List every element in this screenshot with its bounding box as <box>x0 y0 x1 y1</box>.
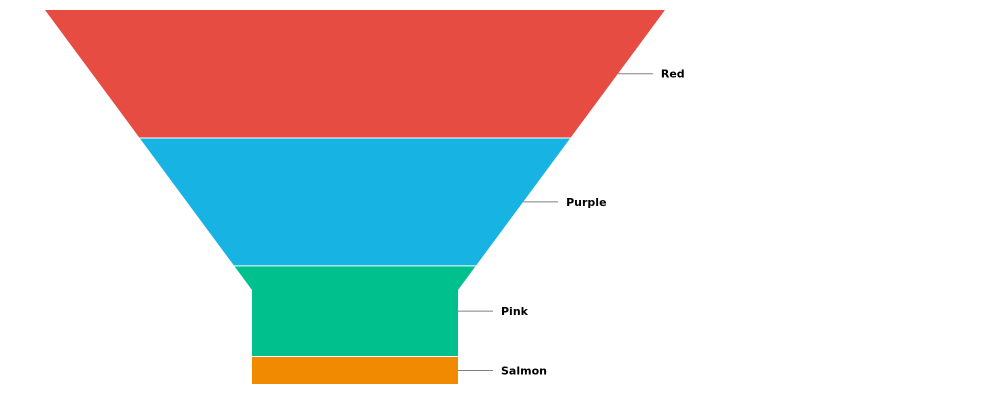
segment-label-salmon: Salmon <box>501 364 547 377</box>
label-leaders <box>458 73 653 371</box>
funnel-segment-pink[interactable] <box>234 266 476 356</box>
funnel-segments <box>45 10 665 384</box>
segment-labels: Red Purple Pink Salmon <box>501 68 685 378</box>
segment-label-pink: Pink <box>501 305 529 318</box>
segment-label-purple: Purple <box>566 196 606 209</box>
funnel-segment-salmon[interactable] <box>252 356 458 384</box>
funnel-segment-red[interactable] <box>45 10 665 138</box>
funnel-segment-purple[interactable] <box>139 138 571 266</box>
segment-label-red: Red <box>661 68 685 81</box>
